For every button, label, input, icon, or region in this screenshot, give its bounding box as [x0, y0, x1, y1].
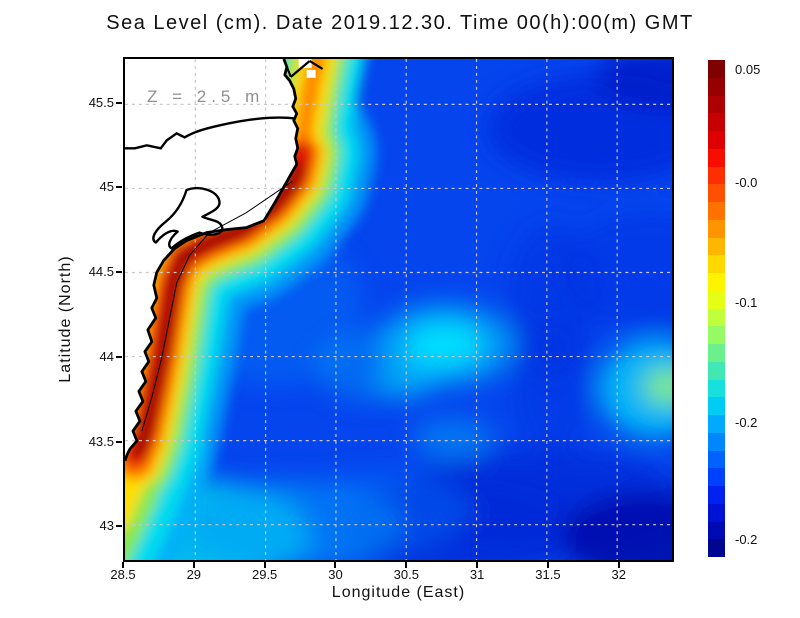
colorbar-step	[708, 166, 725, 185]
colorbar	[708, 60, 725, 557]
x-tick-label: 30.5	[393, 567, 419, 582]
x-tick-mark	[476, 562, 479, 568]
colorbar-tick-label: -0.0	[735, 174, 758, 190]
x-tick-mark	[617, 562, 620, 568]
x-tick-mark	[122, 562, 124, 568]
colorbar-step	[708, 77, 725, 96]
figure-title: Sea Level (cm). Date 2019.12.30. Time 00…	[106, 12, 694, 34]
colorbar-step	[708, 361, 725, 380]
y-tick-label: 45.5	[88, 94, 114, 110]
colorbar-tick-label: -0.2	[735, 532, 758, 548]
y-tick-label: 44	[99, 348, 114, 364]
grid-lines	[125, 59, 672, 560]
coastal-warm-band	[125, 59, 377, 560]
colorbar-step	[708, 60, 725, 78]
colorbar-step	[708, 344, 725, 362]
colorbar-step	[708, 219, 725, 238]
colorbar-step	[708, 148, 725, 167]
x-tick-label: 28.5	[110, 567, 136, 582]
colorbar-tick-label: -0.2	[735, 414, 758, 430]
colorbar-step	[708, 184, 725, 202]
y-tick-mark	[116, 271, 122, 274]
x-tick-mark	[263, 562, 266, 568]
y-tick-mark	[116, 101, 122, 104]
colorbar-step	[708, 202, 725, 220]
depth-contour	[141, 180, 294, 432]
x-tick-mark	[546, 562, 549, 568]
y-tick-mark	[116, 440, 122, 443]
colorbar-step	[708, 237, 725, 256]
x-tick-mark	[334, 562, 337, 568]
colorbar-step	[708, 131, 725, 149]
colorbar-step	[708, 521, 725, 540]
heatmap-canvas	[125, 59, 672, 560]
y-tick-mark	[116, 355, 122, 358]
y-tick-label: 45	[99, 179, 114, 195]
colorbar-step	[708, 290, 725, 309]
y-tick-mark	[116, 525, 122, 528]
colorbar-step	[708, 486, 725, 504]
colorbar-step	[708, 415, 725, 433]
y-axis-title: Latitude (North)	[57, 255, 74, 383]
y-tick-label: 43.5	[88, 433, 114, 449]
x-tick-label: 31	[469, 567, 485, 582]
plot-area: Z = 2.5 m	[123, 57, 674, 562]
x-tick-label: 32	[611, 567, 626, 582]
colorbar-step	[708, 308, 725, 327]
x-tick-label: 29	[186, 567, 202, 582]
y-tick-mark	[116, 186, 122, 189]
z-depth-annotation: Z = 2.5 m	[147, 87, 265, 106]
coastline-path	[125, 59, 300, 462]
y-tick-label: 43	[99, 518, 114, 534]
delta-grid-notch	[306, 69, 316, 78]
x-tick-mark	[192, 562, 195, 568]
colorbar-step	[708, 432, 725, 451]
colorbar-step	[708, 450, 725, 469]
x-tick-mark	[405, 562, 408, 568]
colorbar-step	[708, 273, 725, 291]
x-tick-label: 30	[328, 567, 343, 582]
colorbar-step	[708, 503, 725, 522]
colorbar-step	[708, 379, 725, 398]
colorbar-step	[708, 95, 725, 114]
bay-shoreline	[125, 116, 296, 150]
colorbar-step	[708, 326, 725, 344]
colorbar-step	[708, 397, 725, 415]
colorbar-tick-label: -0.1	[735, 295, 758, 311]
colorbar-step	[708, 539, 725, 557]
colorbar-tick-label: 0.05	[735, 61, 761, 77]
x-tick-label: 31.5	[535, 567, 561, 582]
y-tick-label: 44.5	[88, 264, 114, 280]
colorbar-step	[708, 113, 725, 131]
land-mask	[125, 59, 298, 461]
colorbar-step	[708, 255, 725, 273]
colorbar-step	[708, 468, 725, 486]
x-axis-title: Longitude (East)	[331, 584, 466, 601]
x-tick-label: 29.5	[251, 567, 278, 582]
